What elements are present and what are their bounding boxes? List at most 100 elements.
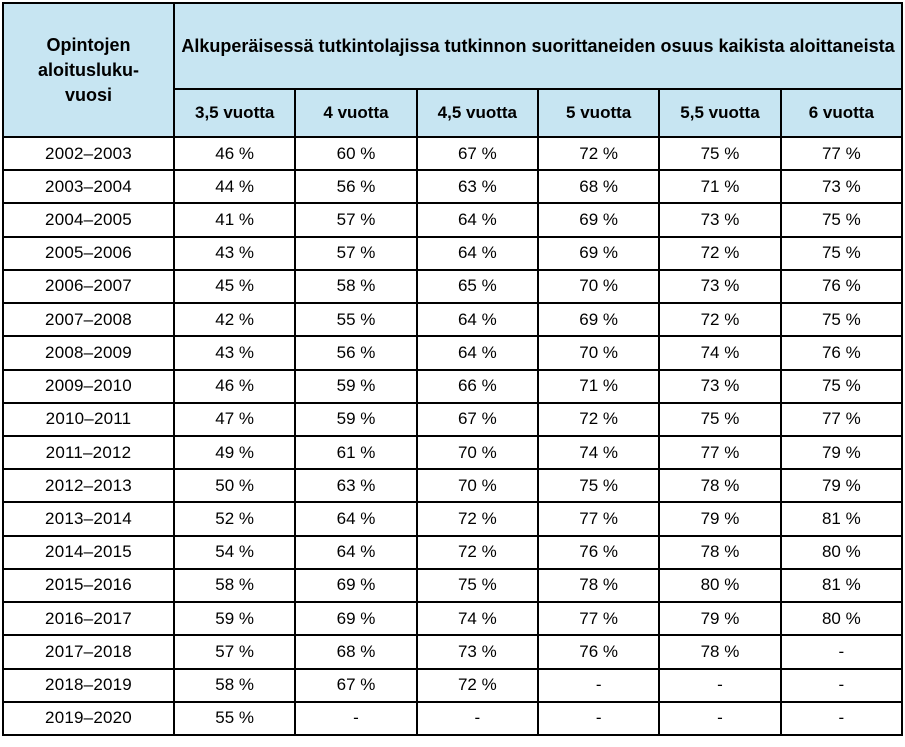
table-row: 2019–2020 55 % - - - - - xyxy=(2,700,904,737)
value-cell: 73 % xyxy=(658,268,782,305)
value-cell: - xyxy=(779,667,904,703)
value-cell: 63 % xyxy=(294,468,418,504)
value-cell: 75 % xyxy=(536,468,661,504)
value-cell: 78 % xyxy=(658,634,782,670)
value-cell: 69 % xyxy=(294,567,418,604)
value-cell: 72 % xyxy=(536,401,661,437)
table-row: 2008–2009 43 % 56 % 64 % 70 % 74 % 76 % xyxy=(2,335,904,371)
value-cell: 63 % xyxy=(415,169,539,205)
value-cell: 55 % xyxy=(294,302,418,338)
value-cell: 42 % xyxy=(172,302,297,338)
year-cell: 2015–2016 xyxy=(2,567,175,604)
value-cell: 44 % xyxy=(172,169,297,205)
value-cell: 80 % xyxy=(658,567,782,604)
value-cell: 73 % xyxy=(779,169,904,205)
value-cell: 78 % xyxy=(536,567,661,604)
table-body: 2002–2003 46 % 60 % 67 % 72 % 75 % 77 % 2003–20… xyxy=(2,135,904,737)
value-cell: 59 % xyxy=(294,401,418,437)
value-cell: 69 % xyxy=(536,202,661,238)
table-row: 2010–2011 47 % 59 % 67 % 72 % 75 % 77 % xyxy=(2,401,904,437)
year-cell: 2002–2003 xyxy=(2,135,175,172)
table-row: 2012–2013 50 % 63 % 70 % 75 % 78 % 79 % xyxy=(2,468,904,504)
year-cell: 2010–2011 xyxy=(2,401,175,437)
value-cell: 47 % xyxy=(172,401,297,437)
value-cell: 67 % xyxy=(415,401,539,437)
value-cell: 68 % xyxy=(536,169,661,205)
table-header: Opintojen aloitusluku- vuosi Alkuperäise… xyxy=(2,2,904,138)
value-cell: 76 % xyxy=(779,268,904,305)
value-cell: 70 % xyxy=(536,268,661,305)
table-row: 2002–2003 46 % 60 % 67 % 72 % 75 % 77 % xyxy=(2,135,904,172)
value-cell: 56 % xyxy=(294,169,418,205)
value-cell: 64 % xyxy=(415,235,539,271)
value-cell: 41 % xyxy=(172,202,297,238)
value-cell: 58 % xyxy=(294,268,418,305)
value-cell: - xyxy=(536,700,661,737)
year-cell: 2008–2009 xyxy=(2,335,175,371)
row-header-line-2: aloitusluku- xyxy=(37,59,139,80)
table-row: 2018–2019 58 % 67 % 72 % - - - xyxy=(2,667,904,703)
value-cell: 75 % xyxy=(779,235,904,271)
year-cell: 2017–2018 xyxy=(2,634,175,670)
main-header-row: Opintojen aloitusluku- vuosi Alkuperäise… xyxy=(2,2,903,138)
year-cell: 2016–2017 xyxy=(2,601,175,637)
value-cell: 77 % xyxy=(779,135,904,172)
table-row: 2011–2012 49 % 61 % 70 % 74 % 77 % 79 % xyxy=(2,434,904,471)
value-cell: 76 % xyxy=(536,634,661,670)
value-cell: 80 % xyxy=(779,601,904,637)
value-cell: - xyxy=(658,667,782,703)
value-cell: 50 % xyxy=(172,468,297,504)
value-cell: 77 % xyxy=(536,601,661,637)
value-cell: 72 % xyxy=(415,534,539,570)
value-cell: 72 % xyxy=(658,302,782,338)
column-header-row: 3,5 vuotta 4 vuotta 4,5 vuotta 5 vuotta 5,5 … xyxy=(3,88,904,138)
value-cell: 75 % xyxy=(779,368,904,404)
value-cell: 43 % xyxy=(172,235,297,271)
value-cell: 75 % xyxy=(415,567,539,604)
row-dimension-header: Opintojen aloitusluku- vuosi xyxy=(2,2,175,138)
value-cell: 79 % xyxy=(658,501,782,537)
value-cell: 60 % xyxy=(294,135,418,172)
column-header: 3,5 vuotta xyxy=(172,88,297,138)
value-cell: 75 % xyxy=(779,202,904,238)
value-cell: 69 % xyxy=(536,302,661,338)
value-cell: 59 % xyxy=(294,368,418,404)
column-header: 5,5 vuotta xyxy=(658,88,782,138)
year-cell: 2013–2014 xyxy=(2,501,175,537)
value-cell: 75 % xyxy=(779,302,904,338)
value-cell: 66 % xyxy=(415,368,539,404)
value-cell: 69 % xyxy=(536,235,661,271)
year-cell: 2011–2012 xyxy=(2,434,175,471)
value-cell: 76 % xyxy=(779,335,904,371)
value-cell: 68 % xyxy=(294,634,418,670)
value-cell: 64 % xyxy=(294,534,418,570)
value-cell: 67 % xyxy=(415,135,539,172)
value-cell: 64 % xyxy=(415,335,539,371)
value-cell: 79 % xyxy=(779,468,904,504)
value-cell: 61 % xyxy=(294,434,418,471)
value-cell: 79 % xyxy=(658,601,782,637)
value-cell: 78 % xyxy=(658,534,782,570)
table-row: 2009–2010 46 % 59 % 66 % 71 % 73 % 75 % xyxy=(2,368,904,404)
value-cell: 74 % xyxy=(415,601,539,637)
column-header: 6 vuotta xyxy=(779,88,904,138)
value-cell: 46 % xyxy=(172,368,297,404)
value-cell: 43 % xyxy=(172,335,297,371)
value-cell: 72 % xyxy=(415,501,539,537)
value-cell: 77 % xyxy=(779,401,904,437)
year-cell: 2006–2007 xyxy=(2,268,175,305)
value-cell: 77 % xyxy=(536,501,661,537)
value-cell: 74 % xyxy=(658,335,782,371)
year-cell: 2009–2010 xyxy=(2,368,175,404)
table-row: 2016–2017 59 % 69 % 74 % 77 % 79 % 80 % xyxy=(2,601,904,637)
value-cell: 58 % xyxy=(172,667,297,703)
table-row: 2014–2015 54 % 64 % 72 % 76 % 78 % 80 % xyxy=(2,534,904,570)
value-cell: 80 % xyxy=(779,534,904,570)
year-cell: 2018–2019 xyxy=(2,667,175,703)
value-cell: 70 % xyxy=(415,468,539,504)
value-cell: 45 % xyxy=(172,268,297,305)
value-cell: - xyxy=(294,700,418,737)
year-cell: 2003–2004 xyxy=(2,169,175,205)
